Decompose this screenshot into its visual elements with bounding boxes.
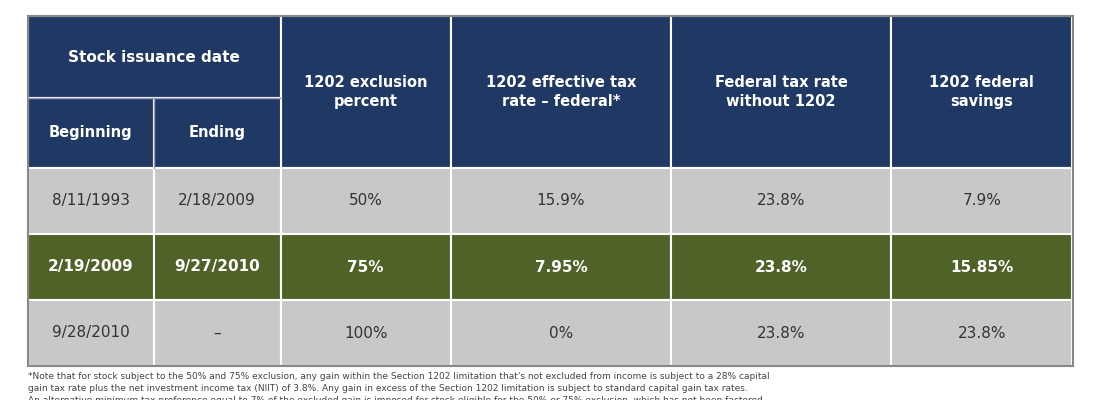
- FancyBboxPatch shape: [28, 300, 154, 366]
- FancyBboxPatch shape: [891, 16, 1072, 168]
- Text: 7.95%: 7.95%: [535, 260, 587, 274]
- FancyBboxPatch shape: [671, 16, 891, 168]
- FancyBboxPatch shape: [891, 300, 1072, 366]
- Text: 1202 federal
savings: 1202 federal savings: [930, 75, 1034, 109]
- Text: Ending: Ending: [189, 126, 245, 140]
- FancyBboxPatch shape: [671, 300, 891, 366]
- Text: 23.8%: 23.8%: [957, 326, 1006, 340]
- Text: Stock issuance date: Stock issuance date: [68, 50, 240, 64]
- Text: 7.9%: 7.9%: [962, 194, 1001, 208]
- FancyBboxPatch shape: [891, 234, 1072, 300]
- Text: 1202 exclusion
percent: 1202 exclusion percent: [304, 75, 428, 109]
- FancyBboxPatch shape: [154, 300, 280, 366]
- Text: 100%: 100%: [344, 326, 387, 340]
- Text: 23.8%: 23.8%: [757, 194, 805, 208]
- FancyBboxPatch shape: [154, 98, 280, 168]
- FancyBboxPatch shape: [671, 234, 891, 300]
- FancyBboxPatch shape: [280, 234, 451, 300]
- FancyBboxPatch shape: [451, 300, 671, 366]
- FancyBboxPatch shape: [451, 234, 671, 300]
- Text: 9/28/2010: 9/28/2010: [52, 326, 130, 340]
- FancyBboxPatch shape: [671, 168, 891, 234]
- Text: 15.85%: 15.85%: [950, 260, 1013, 274]
- Text: 2/18/2009: 2/18/2009: [178, 194, 256, 208]
- FancyBboxPatch shape: [28, 16, 280, 98]
- Text: 8/11/1993: 8/11/1993: [52, 194, 130, 208]
- Text: 23.8%: 23.8%: [755, 260, 807, 274]
- FancyBboxPatch shape: [154, 168, 280, 234]
- Text: 23.8%: 23.8%: [757, 326, 805, 340]
- Text: *Note that for stock subject to the 50% and 75% exclusion, any gain within the S: *Note that for stock subject to the 50% …: [28, 372, 769, 400]
- Text: Beginning: Beginning: [48, 126, 133, 140]
- Text: –: –: [213, 326, 221, 340]
- FancyBboxPatch shape: [280, 16, 451, 168]
- FancyBboxPatch shape: [280, 168, 451, 234]
- FancyBboxPatch shape: [280, 300, 451, 366]
- FancyBboxPatch shape: [28, 168, 154, 234]
- Text: 0%: 0%: [549, 326, 573, 340]
- Text: 2/19/2009: 2/19/2009: [48, 260, 133, 274]
- Text: 50%: 50%: [349, 194, 383, 208]
- Text: Federal tax rate
without 1202: Federal tax rate without 1202: [715, 75, 847, 109]
- FancyBboxPatch shape: [451, 168, 671, 234]
- Text: 1202 effective tax
rate – federal*: 1202 effective tax rate – federal*: [486, 75, 636, 109]
- FancyBboxPatch shape: [891, 168, 1072, 234]
- FancyBboxPatch shape: [154, 234, 280, 300]
- Text: 9/27/2010: 9/27/2010: [175, 260, 260, 274]
- FancyBboxPatch shape: [28, 234, 154, 300]
- FancyBboxPatch shape: [451, 16, 671, 168]
- FancyBboxPatch shape: [28, 98, 154, 168]
- Text: 75%: 75%: [348, 260, 384, 274]
- Text: 15.9%: 15.9%: [537, 194, 585, 208]
